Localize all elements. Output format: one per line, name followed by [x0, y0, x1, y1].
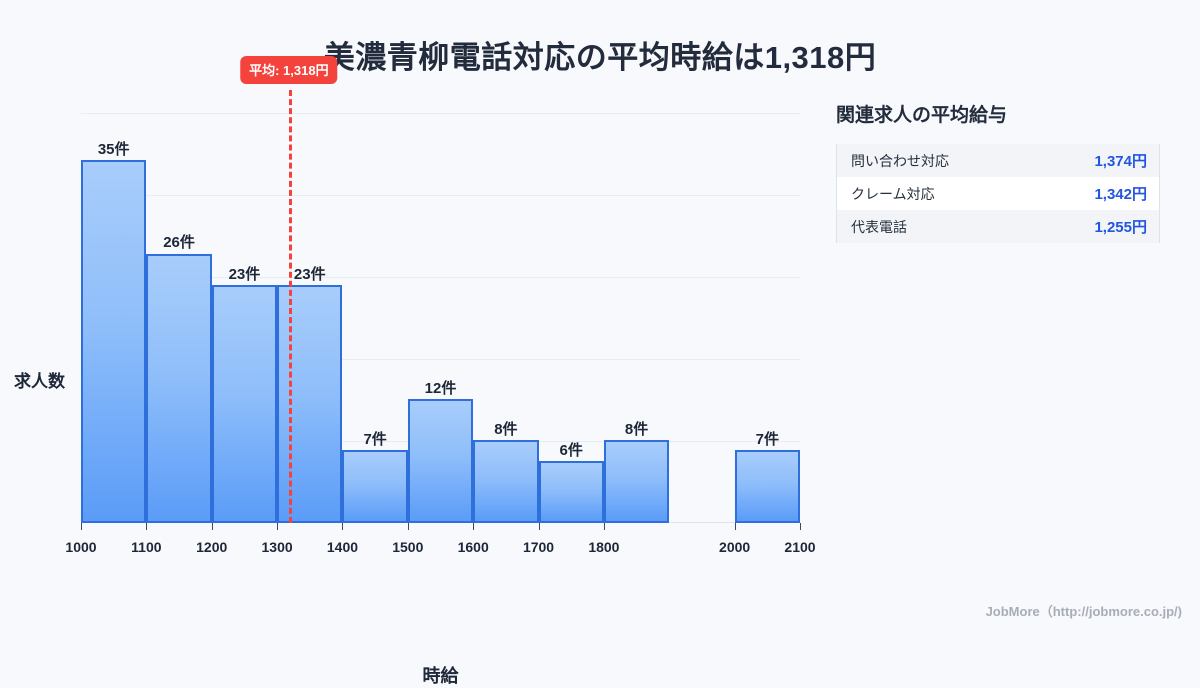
related-salary-label: 代表電話 — [851, 218, 907, 235]
bar-value-label: 8件 — [624, 421, 649, 439]
plot-area: 35件 26件 23件 23件 7件 12件 8件 6件 8件 7件 1000 1100 1200 130… — [65, 56, 816, 555]
bar-value-label: 6件 — [559, 441, 583, 459]
x-axis-tick — [342, 523, 344, 530]
x-axis-tick — [407, 523, 409, 530]
x-axis-tick-label: 1000 — [65, 539, 97, 555]
bar-value-label: 35件 — [97, 141, 130, 159]
histogram-chart: 求人数 35件 26件 23件 23件 7件 12件 8件 6件 8件 7件 1000 1100 120… — [0, 56, 830, 686]
gridline — [81, 194, 800, 196]
bar-value-label: 7件 — [755, 431, 779, 449]
x-axis-tick-label: 1200 — [196, 539, 228, 555]
related-salary-row[interactable]: 代表電話 1,255円 — [837, 210, 1159, 243]
x-axis-tick-label: 2100 — [784, 539, 816, 555]
x-axis-tick — [81, 523, 82, 530]
histogram-bar[interactable] — [603, 440, 670, 523]
bar-value-label: 23件 — [293, 265, 326, 283]
x-axis-tick — [603, 523, 605, 530]
related-salary-value: 1,374円 — [1094, 153, 1147, 170]
bar-value-label: 26件 — [163, 234, 195, 252]
bar-value-label: 12件 — [424, 379, 457, 397]
related-salary-label: 問い合わせ対応 — [851, 152, 949, 169]
histogram-bar[interactable] — [81, 160, 147, 523]
histogram-bar[interactable] — [211, 284, 278, 523]
chart-page: 美濃青柳電話対応の平均時給は1,318円 求人数 35件 26件 23件 23件 7件 1… — [0, 40, 1182, 686]
related-salary-table: 問い合わせ対応 1,374円クレーム対応 1,342円代表電話 1,255円 — [836, 144, 1160, 243]
x-axis-tick-label: 2000 — [719, 539, 751, 555]
footer-credit: JobMore（http://jobmore.co.jp/) — [985, 604, 1182, 619]
histogram-bar[interactable] — [473, 440, 539, 523]
average-badge: 平均: 1,318円 — [240, 56, 338, 84]
x-axis-tick-label: 1500 — [392, 539, 424, 555]
bar-value-label: 8件 — [494, 421, 518, 439]
related-salary-label: クレーム対応 — [851, 185, 935, 202]
x-axis-tick — [734, 523, 736, 530]
x-axis-tick-label: 1600 — [457, 539, 489, 555]
y-axis-title: 求人数 — [14, 372, 65, 391]
x-axis-tick — [277, 523, 279, 530]
histogram-bar[interactable] — [538, 460, 604, 523]
x-axis-tick-label: 1100 — [131, 539, 162, 555]
related-salary-row[interactable]: クレーム対応 1,342円 — [837, 177, 1159, 210]
histogram-bar[interactable] — [146, 253, 212, 523]
histogram-bar[interactable] — [342, 450, 408, 523]
gridline — [81, 276, 800, 278]
x-axis-tick — [211, 523, 213, 530]
x-axis-tick-label: 1700 — [522, 539, 555, 555]
x-axis-tick — [473, 523, 475, 530]
x-axis-title: 時給 — [422, 666, 459, 686]
related-salary-row[interactable]: 問い合わせ対応 1,374円 — [837, 144, 1159, 177]
related-salary-value: 1,255円 — [1094, 219, 1147, 236]
histogram-bar[interactable] — [277, 284, 343, 523]
related-salary-value: 1,342円 — [1094, 186, 1147, 203]
x-axis-tick — [538, 523, 540, 530]
x-axis-tick-label: 1400 — [326, 539, 359, 555]
average-line — [288, 90, 292, 523]
bar-value-label: 7件 — [363, 431, 387, 449]
page-title: 美濃青柳電話対応の平均時給は1,318円 — [323, 40, 877, 75]
x-axis-tick — [800, 523, 801, 530]
histogram-bar[interactable] — [734, 450, 800, 523]
x-axis-tick — [146, 523, 148, 530]
gridline — [81, 358, 800, 360]
gridline — [81, 112, 800, 114]
related-salary-panel: 関連求人の平均給与 問い合わせ対応 1,374円クレーム対応 1,342円代表電話 1… — [836, 100, 1166, 243]
histogram-bar[interactable] — [407, 398, 474, 523]
related-salary-heading: 関連求人の平均給与 — [836, 105, 1008, 126]
x-axis-tick-label: 1300 — [261, 539, 293, 555]
x-axis-tick-label: 1800 — [588, 539, 620, 555]
bar-value-label: 23件 — [228, 265, 261, 283]
